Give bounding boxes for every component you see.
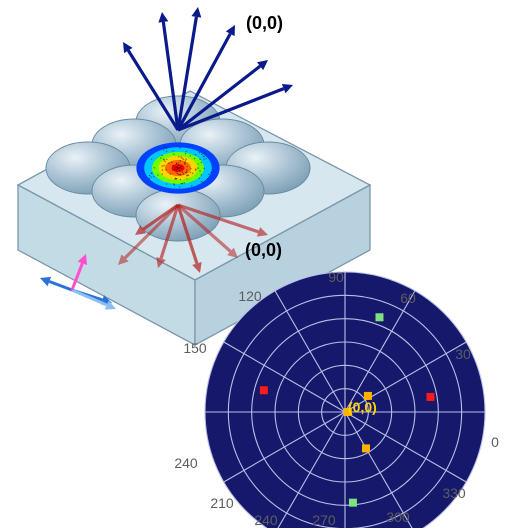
polar-tick-label: 240 xyxy=(174,455,198,471)
polar-tick-label: 90 xyxy=(328,269,344,285)
polar-tick-label: 330 xyxy=(442,485,466,501)
polar-tick-label: 270 xyxy=(312,512,336,528)
label-top: (0,0) xyxy=(246,13,283,33)
label-polar-center: (0,0) xyxy=(348,399,377,415)
label-front: (0,0) xyxy=(245,240,282,260)
polar-marker xyxy=(260,386,268,394)
polar-marker xyxy=(362,444,370,452)
polar-tick-label: 60 xyxy=(400,290,416,306)
polar-tick-label: 300 xyxy=(386,509,410,525)
polar-tick-label: 150 xyxy=(183,340,207,356)
polar-tick-label: 0 xyxy=(491,434,499,450)
polar-marker xyxy=(349,499,357,507)
polar-tick-label: 210 xyxy=(210,495,234,511)
polar-tick-label: 120 xyxy=(238,288,262,304)
polar-marker xyxy=(426,393,434,401)
polar-tick-label: 30 xyxy=(455,346,471,362)
polar-marker xyxy=(375,313,383,321)
polar-tick-label: 240 xyxy=(254,512,278,528)
